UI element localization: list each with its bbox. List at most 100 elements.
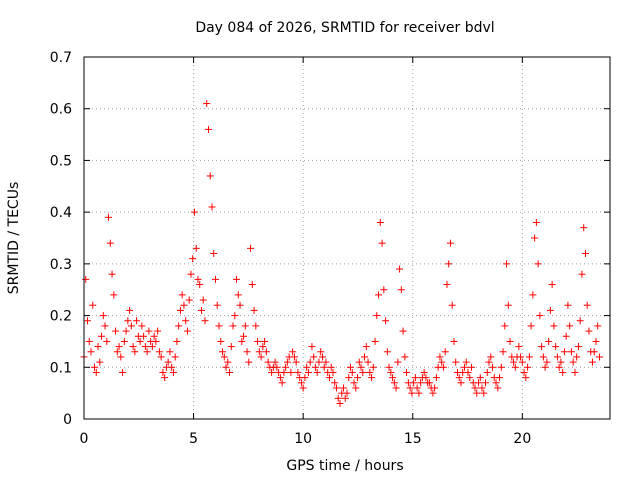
- data-point: [219, 348, 227, 356]
- data-point: [311, 363, 319, 371]
- data-point: [583, 301, 591, 309]
- data-point: [368, 374, 376, 382]
- x-tick-label: 5: [189, 431, 198, 447]
- data-point: [397, 286, 405, 294]
- data-point: [588, 358, 596, 366]
- data-point: [175, 322, 183, 330]
- data-point: [157, 353, 165, 361]
- data-point: [329, 368, 337, 376]
- data-point: [553, 353, 561, 361]
- data-point: [441, 348, 449, 356]
- data-point: [101, 322, 109, 330]
- data-point: [522, 374, 530, 382]
- data-point: [154, 327, 162, 335]
- data-point: [210, 250, 218, 258]
- data-point: [385, 363, 393, 371]
- data-point: [236, 301, 244, 309]
- data-point: [155, 348, 163, 356]
- y-tick-label: 0.5: [50, 153, 72, 169]
- data-point: [194, 275, 202, 283]
- data-point: [185, 296, 193, 304]
- data-point: [336, 399, 344, 407]
- data-point: [220, 353, 228, 361]
- data-point: [112, 327, 120, 335]
- data-point: [133, 317, 141, 325]
- data-point: [143, 348, 151, 356]
- data-point: [557, 358, 565, 366]
- data-point: [280, 368, 288, 376]
- data-point: [375, 291, 383, 299]
- data-point: [536, 312, 544, 320]
- data-point: [226, 368, 234, 376]
- data-point: [94, 343, 102, 351]
- data-point: [334, 394, 342, 402]
- data-point: [92, 368, 100, 376]
- data-point: [532, 218, 540, 226]
- data-point: [297, 379, 305, 387]
- data-point: [371, 337, 379, 345]
- data-point: [562, 332, 570, 340]
- data-point: [138, 322, 146, 330]
- data-point: [176, 306, 184, 314]
- data-point: [487, 353, 495, 361]
- data-point: [148, 343, 156, 351]
- data-point: [408, 389, 416, 397]
- data-point: [168, 363, 176, 371]
- data-point: [234, 291, 242, 299]
- data-point: [348, 368, 356, 376]
- data-point: [89, 301, 97, 309]
- data-point: [520, 368, 528, 376]
- data-point: [531, 234, 539, 242]
- data-point: [268, 368, 276, 376]
- data-point: [403, 368, 411, 376]
- data-point: [91, 363, 99, 371]
- data-point: [581, 250, 589, 258]
- data-point: [497, 363, 505, 371]
- data-point: [248, 281, 256, 289]
- data-point: [283, 358, 291, 366]
- data-point: [552, 343, 560, 351]
- data-point: [503, 260, 511, 268]
- data-point: [141, 343, 149, 351]
- data-point: [313, 368, 321, 376]
- data-point: [545, 337, 553, 345]
- data-point: [325, 374, 333, 382]
- data-point: [252, 322, 260, 330]
- data-point: [317, 348, 325, 356]
- data-point: [99, 312, 107, 320]
- data-point: [322, 358, 330, 366]
- data-point: [352, 384, 360, 392]
- data-point: [204, 125, 212, 133]
- data-point: [485, 358, 493, 366]
- data-point: [366, 368, 374, 376]
- data-point: [261, 337, 269, 345]
- data-point: [429, 389, 437, 397]
- data-point: [546, 306, 554, 314]
- data-point: [294, 368, 302, 376]
- data-point: [215, 322, 223, 330]
- data-point: [250, 306, 258, 314]
- data-point: [460, 363, 468, 371]
- data-point: [511, 363, 519, 371]
- data-point: [443, 281, 451, 289]
- data-point: [383, 348, 391, 356]
- data-point: [273, 363, 281, 371]
- data-point: [394, 358, 402, 366]
- data-point: [362, 343, 370, 351]
- data-point: [411, 374, 419, 382]
- data-point: [343, 389, 351, 397]
- data-point: [595, 353, 603, 361]
- data-point: [241, 322, 249, 330]
- data-point: [592, 337, 600, 345]
- data-point: [199, 296, 207, 304]
- data-point: [396, 265, 404, 273]
- data-point: [399, 327, 407, 335]
- data-point: [187, 270, 195, 278]
- data-point: [499, 348, 507, 356]
- data-point: [301, 374, 309, 382]
- data-point: [510, 358, 518, 366]
- data-point: [278, 379, 286, 387]
- data-point: [464, 368, 472, 376]
- data-point: [417, 379, 425, 387]
- data-point: [222, 363, 230, 371]
